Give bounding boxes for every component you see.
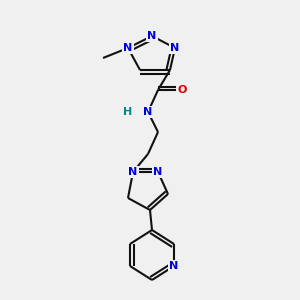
Text: N: N xyxy=(128,167,138,177)
Text: N: N xyxy=(123,43,133,53)
Text: N: N xyxy=(169,261,178,271)
Text: N: N xyxy=(153,167,163,177)
Text: H: H xyxy=(123,107,133,117)
Text: N: N xyxy=(170,43,180,53)
Text: N: N xyxy=(143,107,153,117)
Text: N: N xyxy=(147,31,157,41)
Text: O: O xyxy=(177,85,187,95)
